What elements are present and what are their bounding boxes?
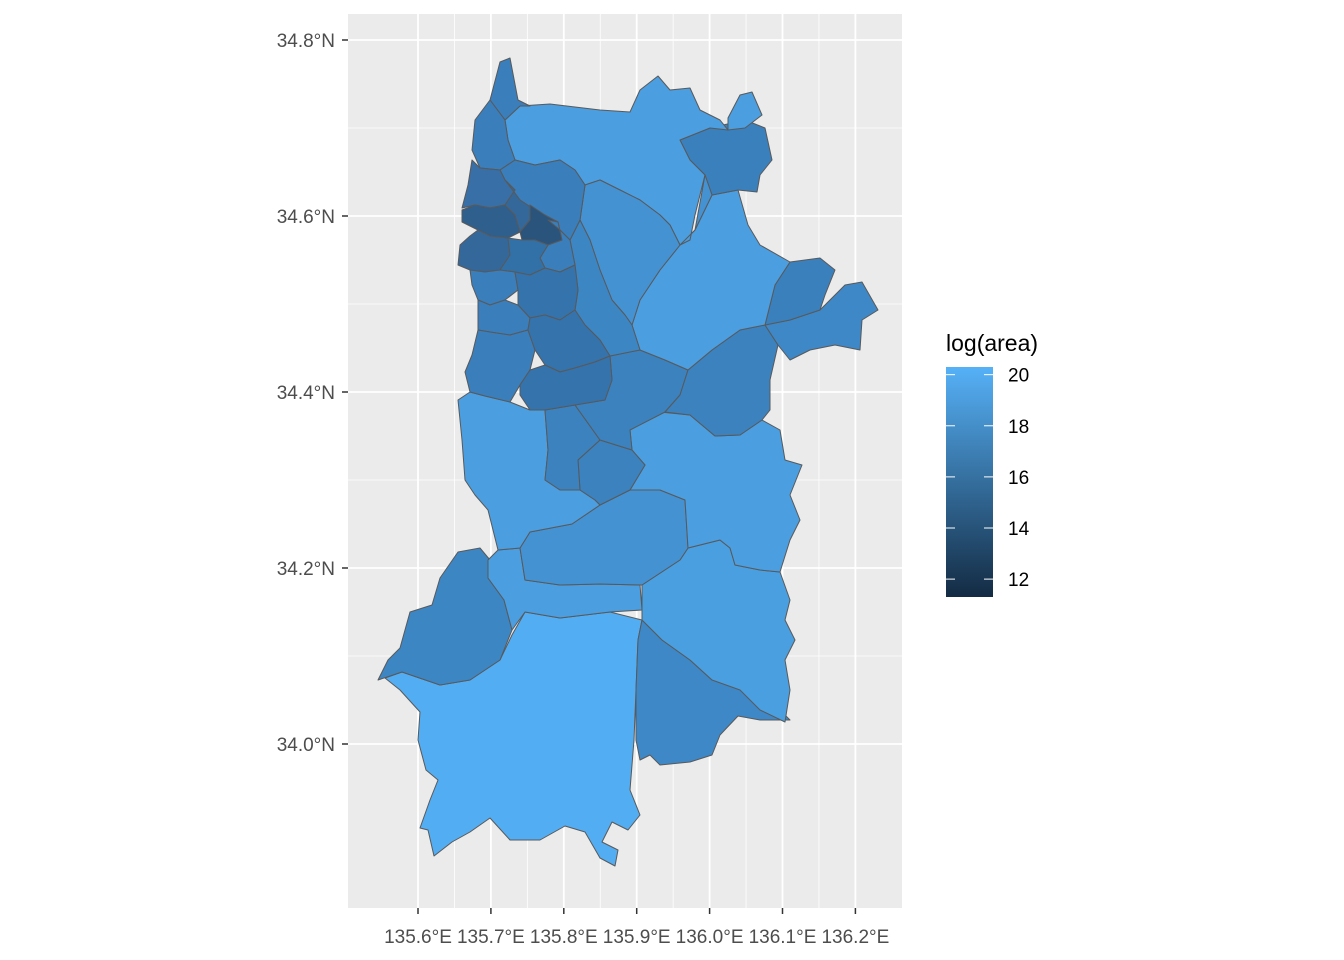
legend-tick-label: 20 [1008, 366, 1029, 387]
region-northwest-top [489, 57, 531, 121]
x-tick-label: 135.7°E [457, 927, 525, 948]
legend-tick-label: 18 [1008, 417, 1029, 438]
x-tick-label: 135.6°E [384, 927, 452, 948]
legend-title: log(area) [946, 330, 1038, 356]
x-tick-label: 135.9°E [603, 927, 671, 948]
legend-tick-label: 12 [1008, 570, 1029, 591]
y-tick-label: 34.8°N [277, 31, 335, 52]
region-center-dark-2 [519, 355, 613, 411]
map-regions [377, 57, 879, 867]
legend-ticks: 12 14 16 18 20 [946, 366, 1030, 591]
y-axis: 34.0°N 34.2°N 34.4°N 34.6°N 34.8°N [277, 31, 348, 756]
x-tick-label: 136.1°E [749, 927, 817, 948]
y-tick-label: 34.2°N [277, 559, 335, 580]
x-tick-label: 136.0°E [676, 927, 744, 948]
legend-tick-label: 16 [1008, 468, 1029, 489]
legend: log(area) 12 14 16 18 20 [946, 330, 1038, 597]
x-tick-label: 136.2°E [821, 927, 889, 948]
x-tick-label: 135.8°E [530, 927, 598, 948]
legend-colorbar [946, 367, 993, 597]
y-tick-label: 34.0°N [277, 735, 335, 756]
x-axis: 135.6°E 135.7°E 135.8°E 135.9°E 136.0°E 136.1… [384, 908, 889, 948]
y-tick-label: 34.6°N [277, 207, 335, 228]
region-city-g [469, 269, 519, 306]
y-tick-label: 34.4°N [277, 383, 335, 404]
legend-tick-label: 14 [1008, 519, 1030, 540]
